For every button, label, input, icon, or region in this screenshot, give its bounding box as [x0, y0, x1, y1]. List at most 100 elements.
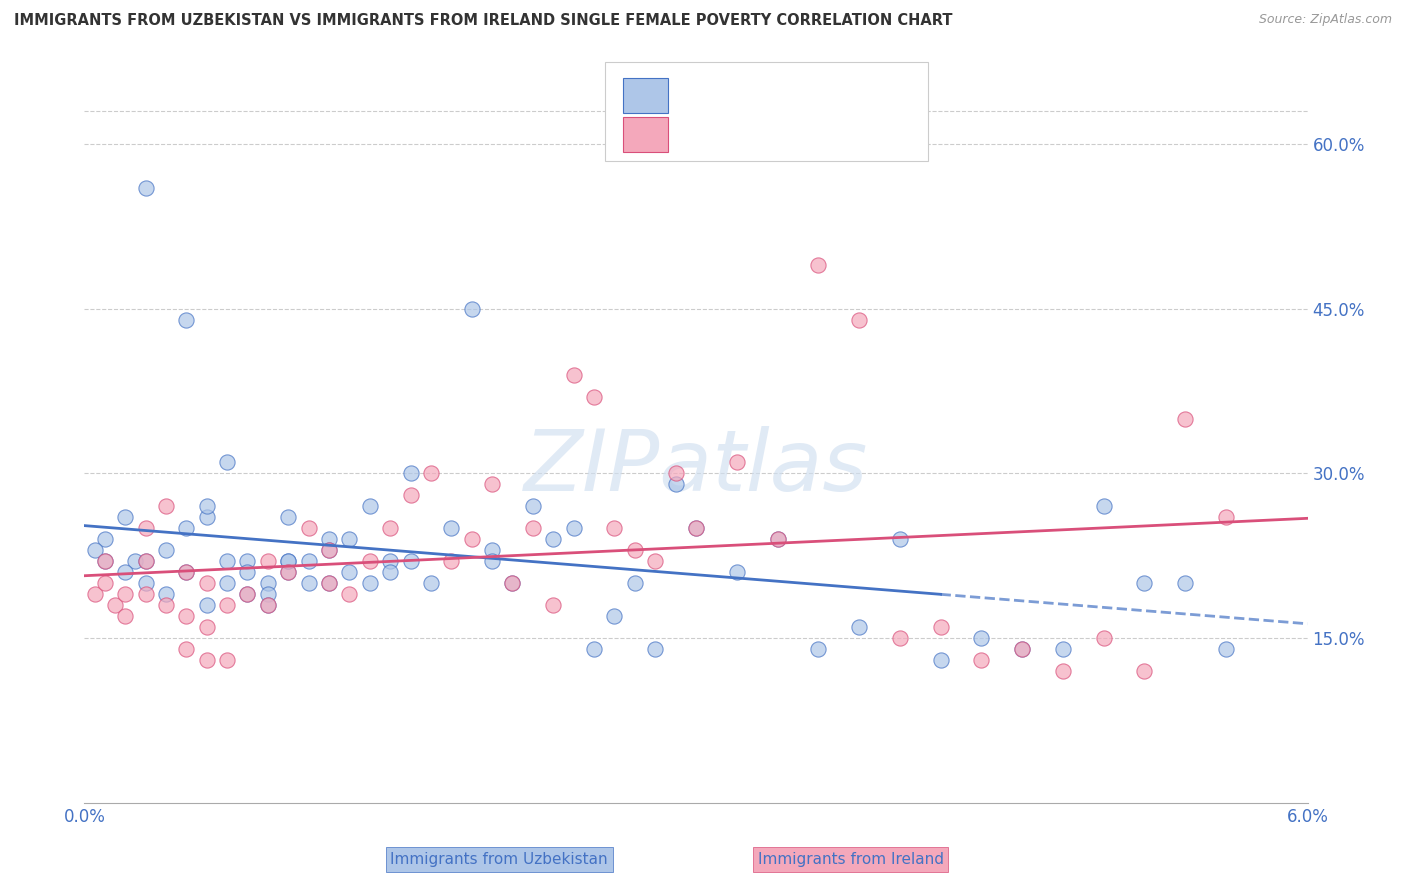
Point [155, 500, 177, 514]
Point [481, 554, 503, 568]
Point [318, 543, 340, 558]
Point [339, 533, 361, 547]
Point [93, 533, 117, 547]
Point [339, 566, 361, 580]
Point [217, 653, 239, 667]
Point [93, 554, 117, 568]
Text: R =: R = [676, 83, 710, 98]
Point [257, 576, 280, 591]
Text: -0.026: -0.026 [713, 83, 762, 98]
Point [93, 554, 117, 568]
Point [665, 467, 688, 481]
Point [624, 543, 647, 558]
Point [135, 521, 157, 535]
Point [929, 653, 952, 667]
Point [277, 554, 299, 568]
Point [1052, 642, 1074, 657]
Point [725, 566, 748, 580]
Point [380, 521, 402, 535]
Text: IMMIGRANTS FROM UZBEKISTAN VS IMMIGRANTS FROM IRELAND SINGLE FEMALE POVERTY CORR: IMMIGRANTS FROM UZBEKISTAN VS IMMIGRANTS… [14, 13, 952, 29]
Point [217, 554, 239, 568]
Point [124, 554, 146, 568]
Point [257, 554, 280, 568]
Text: 71: 71 [817, 83, 837, 98]
Point [644, 642, 666, 657]
Point [1174, 411, 1197, 425]
Point [440, 554, 463, 568]
Point [135, 554, 157, 568]
Point [318, 543, 340, 558]
Text: Source: ZipAtlas.com: Source: ZipAtlas.com [1258, 13, 1392, 27]
Point [380, 566, 402, 580]
Point [195, 598, 218, 612]
Point [1133, 576, 1156, 591]
Point [399, 488, 422, 502]
Point [339, 587, 361, 601]
Point [543, 533, 565, 547]
Point [318, 576, 340, 591]
Point [1215, 510, 1237, 524]
Point [298, 554, 321, 568]
Point [1133, 664, 1156, 678]
Point [195, 653, 218, 667]
Point [420, 467, 443, 481]
Point [1011, 642, 1033, 657]
Point [114, 510, 136, 524]
Point [114, 566, 136, 580]
Point [766, 533, 789, 547]
Point [195, 500, 218, 514]
Point [380, 554, 402, 568]
Text: ZIPatlas: ZIPatlas [524, 425, 868, 509]
Point [135, 576, 157, 591]
Point [155, 587, 177, 601]
Point [889, 533, 911, 547]
Point [104, 598, 127, 612]
Point [257, 598, 280, 612]
Point [217, 598, 239, 612]
Point [83, 587, 105, 601]
Point [236, 587, 259, 601]
Point [522, 500, 544, 514]
Point [725, 455, 748, 469]
Point [318, 533, 340, 547]
Point [155, 598, 177, 612]
Point [298, 521, 321, 535]
Text: Immigrants from Ireland: Immigrants from Ireland [758, 852, 943, 867]
Point [399, 554, 422, 568]
Text: 0.278: 0.278 [713, 121, 756, 136]
Point [848, 620, 870, 634]
Point [176, 642, 198, 657]
Point [359, 500, 381, 514]
Point [1092, 500, 1115, 514]
Point [176, 609, 198, 624]
Point [644, 554, 666, 568]
Point [603, 521, 626, 535]
Point [807, 642, 830, 657]
Point [217, 455, 239, 469]
Point [257, 598, 280, 612]
Point [543, 598, 565, 612]
Point [481, 543, 503, 558]
Point [176, 312, 198, 326]
Text: N =: N = [780, 121, 814, 136]
Point [359, 576, 381, 591]
Point [195, 620, 218, 634]
Point [217, 576, 239, 591]
Text: Immigrants from Uzbekistan: Immigrants from Uzbekistan [391, 852, 607, 867]
Point [135, 554, 157, 568]
Point [624, 576, 647, 591]
Point [277, 554, 299, 568]
Point [970, 653, 993, 667]
Point [889, 631, 911, 645]
Point [665, 477, 688, 491]
Point [420, 576, 443, 591]
Point [135, 587, 157, 601]
Point [236, 587, 259, 601]
Point [502, 576, 524, 591]
Point [277, 566, 299, 580]
Point [502, 576, 524, 591]
Point [970, 631, 993, 645]
Point [236, 554, 259, 568]
Point [685, 521, 707, 535]
Point [1215, 642, 1237, 657]
